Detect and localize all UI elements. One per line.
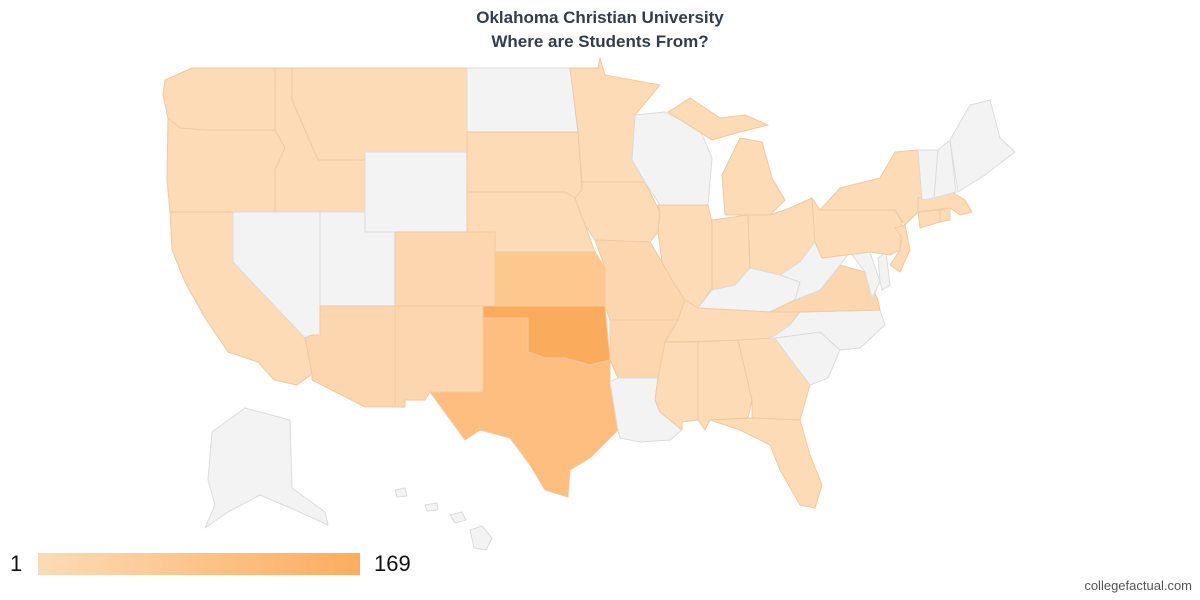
state-new-hampshire[interactable]	[933, 139, 957, 199]
state-hawaii-main[interactable]	[469, 525, 493, 551]
state-oregon[interactable]	[166, 117, 286, 213]
watermark: collegefactual.com	[1084, 578, 1192, 593]
map-title-line-1: Oklahoma Christian University	[476, 8, 724, 27]
state-michigan-lower[interactable]	[721, 137, 786, 216]
state-michigan-upper[interactable]	[667, 97, 769, 141]
state-colorado[interactable]	[394, 231, 496, 307]
state-kansas[interactable]	[494, 251, 606, 307]
legend-gradient-bar	[38, 553, 360, 575]
legend-max-label: 169	[374, 551, 411, 576]
state-alaska[interactable]	[204, 407, 329, 529]
state-connecticut[interactable]	[917, 209, 941, 229]
state-hawaii-oahu[interactable]	[424, 502, 439, 512]
state-wyoming[interactable]	[364, 151, 468, 233]
state-north-carolina[interactable]	[767, 309, 886, 351]
map-title: Oklahoma Christian University Where are …	[0, 6, 1200, 54]
state-washington[interactable]	[162, 67, 276, 131]
state-hawaii-maui[interactable]	[449, 511, 467, 524]
state-texas[interactable]	[429, 317, 619, 498]
state-hawaii-kauai[interactable]	[394, 487, 408, 498]
state-maine[interactable]	[949, 99, 1016, 193]
state-florida[interactable]	[709, 417, 823, 509]
map-title-line-2: Where are Students From?	[491, 32, 709, 51]
state-new-jersey[interactable]	[889, 224, 911, 273]
state-south-dakota[interactable]	[466, 131, 583, 199]
state-north-dakota[interactable]	[466, 67, 579, 133]
state-rhode-island[interactable]	[939, 207, 951, 223]
state-montana[interactable]	[291, 67, 468, 161]
state-delaware[interactable]	[877, 251, 891, 291]
legend-min-label: 1	[10, 551, 23, 576]
